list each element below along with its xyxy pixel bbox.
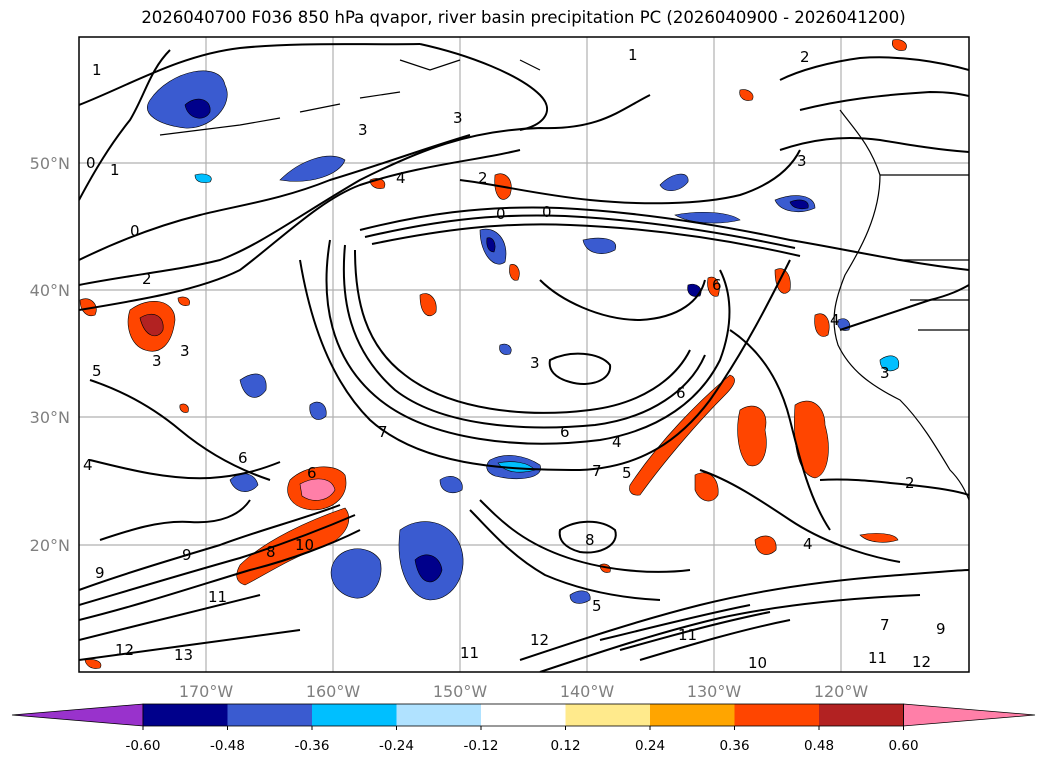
lon-label-150w: 150°W (433, 682, 488, 701)
lat-label-40n: 40°N (30, 281, 70, 300)
contour-label: 3 (797, 152, 807, 170)
colorbar-segment (734, 704, 820, 726)
colorbar-tick-label: 0.12 (550, 738, 580, 754)
contour-label: 2 (905, 474, 915, 492)
contour-label: 6 (238, 449, 248, 467)
colorbar-frame (142, 703, 904, 727)
contour-label: 1 (628, 46, 638, 64)
coastlines (159, 59, 969, 501)
contour-label: 4 (83, 456, 93, 474)
contour-label: 3 (880, 364, 890, 382)
contour-label: 10 (295, 536, 314, 554)
contour-label: 9 (95, 564, 105, 582)
contour-label: 0 (86, 154, 96, 172)
lon-label-140w: 140°W (560, 682, 615, 701)
lat-label-50n: 50°N (30, 154, 70, 173)
colorbar-segment (312, 704, 397, 726)
contour-label: 7 (378, 423, 388, 441)
colorbar-segment (143, 704, 228, 726)
lon-label-160w: 160°W (306, 682, 361, 701)
contour-label: 4 (612, 433, 622, 451)
colorbar-extend-min (11, 703, 144, 727)
contour-label: 2 (478, 169, 488, 187)
contour-label: 10 (748, 654, 767, 672)
contour-label: 7 (592, 462, 602, 480)
lat-label-20n: 20°N (30, 536, 70, 555)
colorbar-tick-label: -0.48 (210, 738, 245, 754)
contour-label: 12 (115, 641, 134, 659)
contour-labels: 1 0 1 0 2 3 5 3 4 3 2 0 0 1 2 3 3 6 6 7 … (83, 46, 946, 672)
colorbar-tick-label: -0.24 (379, 738, 414, 754)
contour-label: 3 (180, 342, 190, 360)
contour-label: 6 (712, 276, 722, 294)
contour-label: 1 (110, 161, 120, 179)
contour-label: 11 (460, 644, 479, 662)
contour-label: 11 (868, 649, 887, 667)
colorbar-segment (396, 704, 482, 726)
qvapor-contours (79, 43, 969, 672)
contour-label: 4 (396, 169, 406, 187)
contour-label: 0 (542, 203, 552, 221)
contour-label: 4 (803, 535, 813, 553)
contour-label: 12 (912, 653, 931, 671)
colorbar-tick-label: -0.36 (295, 738, 330, 754)
lon-label-130w: 130°W (687, 682, 742, 701)
contour-label: 6 (307, 464, 317, 482)
plot-area (79, 37, 969, 672)
plot-frame (78, 36, 970, 673)
contour-label: 6 (560, 423, 570, 441)
lon-label-170w: 170°W (179, 682, 234, 701)
contour-label: 3 (152, 352, 162, 370)
contour-label: 9 (936, 620, 946, 638)
contour-label: 3 (358, 121, 368, 139)
colorbar-tick-label: 0.24 (635, 738, 665, 754)
contour-label: 5 (622, 464, 632, 482)
colorbar-segment (650, 704, 735, 726)
map-title: 2026040700 F036 850 hPa qvapor, river ba… (141, 8, 906, 27)
colorbar-segment (819, 704, 904, 726)
contour-label: 3 (530, 354, 540, 372)
lon-axis: 170°W 160°W 150°W 140°W 130°W 120°W (179, 682, 869, 701)
contour-label: 0 (496, 205, 506, 223)
contour-label: 5 (592, 597, 602, 615)
contour-label: 7 (880, 616, 890, 634)
colorbar-segment (481, 704, 566, 726)
contour-label: 11 (678, 626, 697, 644)
lon-label-120w: 120°W (814, 682, 869, 701)
colorbar-tick-label: -0.12 (464, 738, 499, 754)
contour-label: 0 (130, 222, 140, 240)
contour-label: 8 (266, 543, 276, 561)
colorbar-tick-label: 0.48 (804, 738, 834, 754)
contour-label: 8 (585, 531, 595, 549)
colorbar-extend-max (903, 703, 1036, 727)
contour-label: 12 (530, 631, 549, 649)
lat-label-30n: 30°N (30, 408, 70, 427)
colorbar-tick-label: -0.60 (126, 738, 161, 754)
contour-label: 13 (174, 646, 193, 664)
contour-label: 2 (800, 48, 810, 66)
colorbar-segment (227, 704, 313, 726)
contour-label: 2 (142, 270, 152, 288)
colorbar-tick-label: 0.36 (719, 738, 749, 754)
colorbar-segment (565, 704, 651, 726)
contour-label: 4 (830, 311, 840, 329)
contour-label: 3 (453, 109, 463, 127)
contour-label: 1 (92, 61, 102, 79)
lat-axis: 50°N 40°N 30°N 20°N (30, 154, 70, 555)
contour-label: 11 (208, 588, 227, 606)
colorbar: -0.60 -0.48 -0.36 -0.24 -0.12 0.12 0.24 0.36 0.4… (11, 703, 1036, 754)
contour-label: 9 (182, 546, 192, 564)
contour-label: 6 (676, 384, 686, 402)
colorbar-tick-label: 0.60 (888, 738, 918, 754)
contour-label: 5 (92, 362, 102, 380)
